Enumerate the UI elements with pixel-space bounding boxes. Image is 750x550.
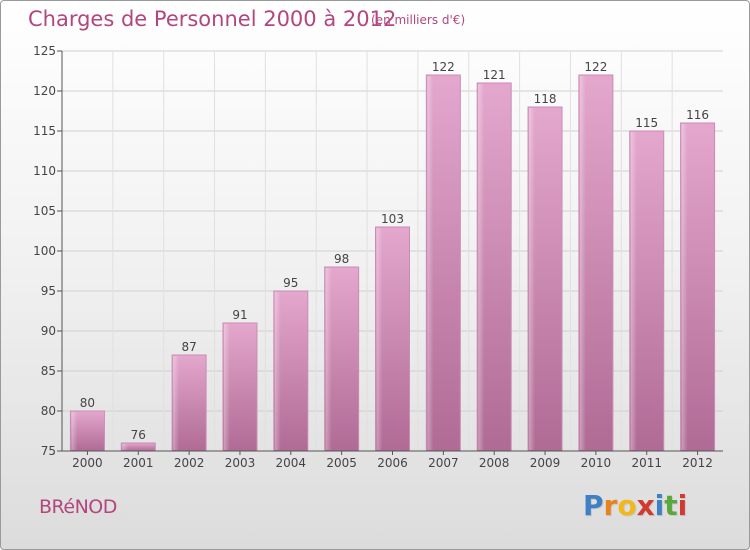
data-label: 98	[334, 252, 349, 266]
logo-letter: P	[583, 489, 604, 522]
chart-subtitle: (en milliers d'€)	[371, 13, 466, 27]
x-tick-label: 2004	[276, 456, 307, 470]
data-label: 115	[635, 116, 658, 130]
y-tick-label: 75	[41, 444, 56, 458]
bar-highlight	[529, 108, 536, 450]
logo-letter: r	[603, 489, 618, 522]
data-label: 122	[432, 60, 455, 74]
x-tick-label: 2002	[174, 456, 205, 470]
bar-highlight	[579, 76, 586, 450]
bar-highlight	[122, 444, 129, 450]
x-tick-label: 2003	[225, 456, 256, 470]
data-label: 122	[584, 60, 607, 74]
data-label: 103	[381, 212, 404, 226]
bar-highlight	[630, 132, 637, 450]
x-tick-label: 2006	[377, 456, 408, 470]
data-label: 95	[283, 276, 298, 290]
x-tick-label: 2012	[682, 456, 713, 470]
data-label: 116	[686, 108, 709, 122]
data-label: 118	[534, 92, 557, 106]
bar-highlight	[173, 356, 180, 450]
bar-highlight	[325, 268, 332, 450]
y-tick-label: 85	[41, 364, 56, 378]
y-tick-label: 125	[33, 44, 56, 58]
logo-letter: x	[636, 489, 655, 522]
y-tick-label: 120	[33, 84, 56, 98]
data-label: 80	[80, 396, 95, 410]
bar-highlight	[223, 324, 230, 450]
data-label: 87	[181, 340, 196, 354]
y-tick-label: 80	[41, 404, 56, 418]
y-tick-label: 95	[41, 284, 56, 298]
commune-name: BRéNOD	[39, 496, 117, 518]
x-tick-label: 2010	[581, 456, 612, 470]
logo-letter: i	[677, 489, 688, 522]
y-tick-label: 105	[33, 204, 56, 218]
bar-highlight	[478, 84, 485, 450]
x-tick-label: 2005	[326, 456, 357, 470]
y-tick-label: 90	[41, 324, 56, 338]
y-tick-label: 115	[33, 124, 56, 138]
bar-highlight	[376, 228, 383, 450]
data-label: 76	[131, 428, 146, 442]
bars: 80 76 87 91 95 98 103 122 121 118 122 115 116	[69, 60, 716, 452]
chart-title: Charges de Personnel 2000 à 2012	[28, 7, 397, 31]
x-tick-label: 2000	[72, 456, 103, 470]
x-tick-label: 2007	[428, 456, 459, 470]
data-label: 121	[483, 68, 506, 82]
y-tick-label: 100	[33, 244, 56, 258]
logo-letter: i	[654, 489, 665, 522]
x-tick-label: 2009	[530, 456, 561, 470]
bar-highlight	[681, 124, 688, 450]
data-label: 91	[232, 308, 247, 322]
x-tick-label: 2008	[479, 456, 510, 470]
x-tick-label: 2001	[123, 456, 154, 470]
axes: 75 80 85 90 95 100 105 110 115 120 125 2000 2001 2002…	[33, 44, 723, 470]
logo-letter: o	[617, 489, 637, 522]
bar-highlight	[427, 76, 434, 450]
bar-highlight	[274, 292, 281, 450]
y-tick-label: 110	[33, 164, 56, 178]
bar-highlight	[71, 412, 78, 450]
x-tick-label: 2011	[631, 456, 662, 470]
logo-letter: t	[664, 489, 678, 522]
proxiti-logo: Proxiti	[583, 489, 687, 522]
